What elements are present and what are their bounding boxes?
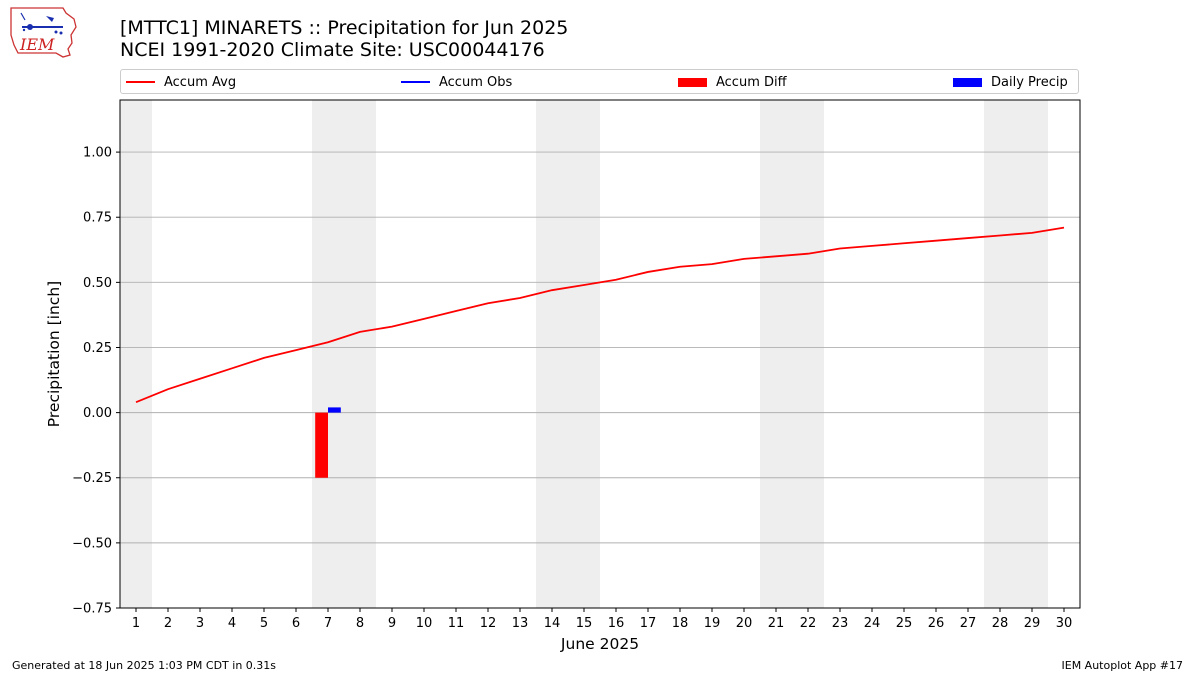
chart-title-line2: NCEI 1991-2020 Climate Site: USC00044176 — [120, 39, 545, 61]
y-tick-label-6: 0.75 — [83, 211, 112, 226]
weekend-shade-0 — [120, 100, 152, 608]
legend-swatch-accum-obs — [401, 81, 430, 83]
y-tick-label-1: −0.50 — [72, 536, 112, 551]
y-tick-label-7: 1.00 — [83, 146, 112, 161]
legend-accum-avg: Accum Avg — [126, 70, 236, 94]
legend-swatch-accum-diff — [678, 77, 707, 87]
plot-frame — [119, 99, 1081, 609]
x-tick-label-13: 13 — [512, 616, 529, 631]
weekend-shade-1 — [312, 100, 376, 608]
iem-logo-text: IEM — [19, 35, 55, 54]
x-tick-label-30: 30 — [1056, 616, 1073, 631]
x-tick-label-18: 18 — [672, 616, 689, 631]
chart-title: [MTTC1] MINARETS :: Precipitation for Ju… — [120, 17, 568, 61]
x-tick-label-17: 17 — [640, 616, 657, 631]
weekend-shade-4 — [984, 100, 1048, 608]
bar-daily-precip-day-7 — [328, 407, 341, 413]
x-tick-label-19: 19 — [704, 616, 721, 631]
legend-accum-obs: Accum Obs — [401, 70, 512, 94]
x-tick-label-8: 8 — [356, 616, 364, 631]
legend-label-accum-obs: Accum Obs — [439, 74, 513, 90]
y-tick-label-2: −0.25 — [72, 471, 112, 486]
y-tick-label-0: −0.75 — [72, 602, 112, 617]
x-tick-label-5: 5 — [260, 616, 268, 631]
x-tick-label-20: 20 — [736, 616, 753, 631]
x-tick-label-14: 14 — [544, 616, 561, 631]
legend-label-accum-avg: Accum Avg — [164, 74, 237, 90]
x-tick-label-25: 25 — [896, 616, 913, 631]
legend-swatch-accum-avg — [126, 81, 155, 83]
bar-accum-diff-day-7 — [315, 412, 328, 478]
legend-label-accum-diff: Accum Diff — [716, 74, 787, 90]
x-tick-label-28: 28 — [992, 616, 1009, 631]
x-tick-label-27: 27 — [960, 616, 977, 631]
x-axis-label: June 2025 — [560, 635, 639, 653]
x-tick-label-11: 11 — [448, 616, 465, 631]
x-tick-label-12: 12 — [480, 616, 497, 631]
y-tick-label-4: 0.25 — [83, 341, 112, 356]
x-tick-label-26: 26 — [928, 616, 945, 631]
legend-label-daily-precip: Daily Precip — [991, 74, 1068, 90]
x-tick-label-15: 15 — [576, 616, 593, 631]
iem-iowa-logo-icon: IEM — [10, 7, 77, 58]
x-tick-label-1: 1 — [132, 616, 140, 631]
weekend-shade-3 — [760, 100, 824, 608]
x-tick-label-21: 21 — [768, 616, 785, 631]
legend-daily-precip: Daily Precip — [953, 70, 1068, 94]
x-tick-label-22: 22 — [800, 616, 817, 631]
legend-accum-diff: Accum Diff — [678, 70, 787, 94]
chart-legend: Accum Avg Accum Obs Accum Diff Daily Pre… — [120, 69, 1079, 94]
weekend-shade-2 — [536, 100, 600, 608]
x-tick-label-9: 9 — [388, 616, 396, 631]
x-tick-label-23: 23 — [832, 616, 849, 631]
x-tick-label-24: 24 — [864, 616, 881, 631]
legend-swatch-daily-precip — [953, 77, 982, 87]
iem-logo: IEM — [8, 5, 82, 59]
x-tick-label-4: 4 — [228, 616, 236, 631]
footer-app: IEM Autoplot App #17 — [1061, 659, 1184, 672]
footer-generated: Generated at 18 Jun 2025 1:03 PM CDT in … — [12, 659, 277, 672]
x-tick-label-16: 16 — [608, 616, 625, 631]
line-accum-avg — [135, 226, 1065, 404]
x-tick-label-29: 29 — [1024, 616, 1041, 631]
x-tick-label-6: 6 — [292, 616, 300, 631]
y-tick-label-3: 0.00 — [83, 406, 112, 421]
chart-title-line1: [MTTC1] MINARETS :: Precipitation for Ju… — [120, 17, 569, 39]
x-tick-label-2: 2 — [164, 616, 172, 631]
y-axis-label: Precipitation [inch] — [45, 281, 63, 427]
y-tick-label-5: 0.50 — [83, 276, 112, 291]
x-tick-label-3: 3 — [196, 616, 204, 631]
x-tick-label-7: 7 — [324, 616, 332, 631]
x-tick-label-10: 10 — [416, 616, 433, 631]
